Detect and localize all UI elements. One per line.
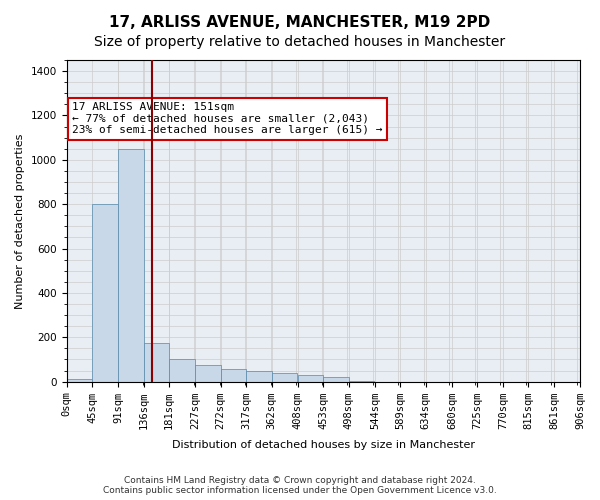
Text: 17 ARLISS AVENUE: 151sqm
← 77% of detached houses are smaller (2,043)
23% of sem: 17 ARLISS AVENUE: 151sqm ← 77% of detach…: [72, 102, 383, 136]
Bar: [67, 380, 92, 382]
Bar: [349, 380, 374, 382]
Bar: [118, 148, 143, 382]
Y-axis label: Number of detached properties: Number of detached properties: [15, 133, 25, 308]
Bar: [92, 204, 118, 382]
Bar: [195, 365, 221, 382]
Text: 17, ARLISS AVENUE, MANCHESTER, M19 2PD: 17, ARLISS AVENUE, MANCHESTER, M19 2PD: [109, 15, 491, 30]
Text: Size of property relative to detached houses in Manchester: Size of property relative to detached ho…: [94, 35, 506, 49]
Text: Contains HM Land Registry data © Crown copyright and database right 2024.
Contai: Contains HM Land Registry data © Crown c…: [103, 476, 497, 495]
Bar: [323, 377, 349, 382]
Bar: [272, 373, 297, 382]
X-axis label: Distribution of detached houses by size in Manchester: Distribution of detached houses by size …: [172, 440, 475, 450]
Bar: [169, 360, 194, 382]
Bar: [143, 343, 169, 382]
Bar: [221, 370, 246, 382]
Bar: [298, 375, 323, 382]
Bar: [246, 370, 272, 382]
